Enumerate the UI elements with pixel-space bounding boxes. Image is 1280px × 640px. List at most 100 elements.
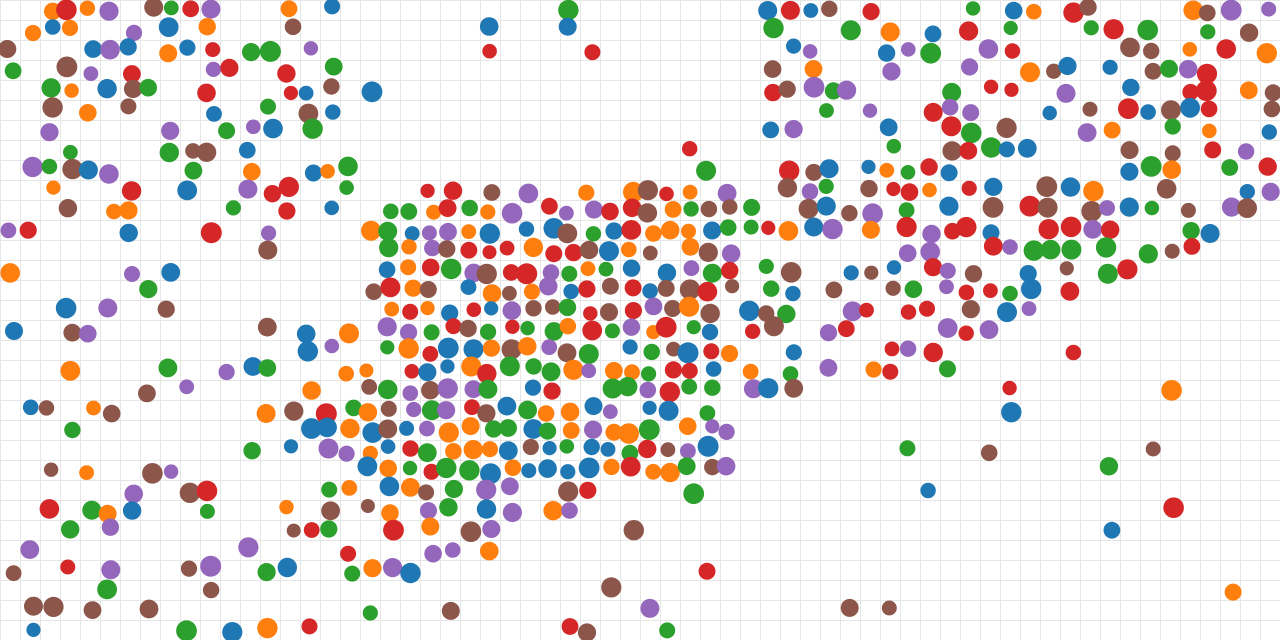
bubble <box>357 456 378 477</box>
bubble <box>877 44 896 62</box>
bubble <box>739 300 760 321</box>
bubble <box>97 79 117 99</box>
bubble <box>483 184 501 201</box>
bubble <box>703 221 722 240</box>
bubble <box>864 265 879 280</box>
bubble <box>163 464 179 479</box>
bubble <box>19 221 37 239</box>
bubble <box>225 200 241 216</box>
bubble <box>1042 105 1057 121</box>
bubble <box>119 201 138 220</box>
bubble <box>60 520 80 539</box>
bubble <box>383 558 403 578</box>
bubble <box>804 60 823 78</box>
bubble <box>122 65 141 83</box>
bubble <box>398 338 419 359</box>
bubble <box>1182 42 1198 57</box>
bubble <box>259 40 281 62</box>
bubble <box>379 238 399 258</box>
bubble <box>581 363 597 379</box>
bubble <box>439 222 457 241</box>
bubble <box>345 399 362 417</box>
bubble <box>518 183 539 204</box>
bubble <box>0 40 17 58</box>
bubble <box>939 360 956 378</box>
bubble <box>56 56 78 78</box>
bubble <box>579 240 599 260</box>
bubble <box>704 379 721 396</box>
bubble <box>304 164 322 182</box>
bubble <box>743 379 763 399</box>
bubble <box>138 384 156 403</box>
bubble <box>958 325 974 341</box>
bubble <box>498 441 518 461</box>
bubble <box>438 240 456 258</box>
bubble <box>424 544 442 563</box>
bubble <box>202 581 220 599</box>
bubble <box>758 1 778 20</box>
bubble <box>479 17 499 36</box>
bubble <box>624 302 643 320</box>
bubble <box>1156 179 1177 199</box>
bubble <box>256 404 276 423</box>
bubble <box>886 181 901 197</box>
bubble <box>179 39 196 56</box>
bubble <box>762 121 780 139</box>
bubble <box>743 198 761 216</box>
bubble <box>277 64 296 83</box>
bubble <box>1004 43 1021 59</box>
bubble <box>601 577 622 598</box>
bubble <box>161 121 180 140</box>
bubble <box>20 540 40 559</box>
bubble <box>578 184 595 201</box>
bubble <box>1122 78 1140 97</box>
bubble <box>1065 344 1082 361</box>
bubble <box>742 363 759 380</box>
bubble <box>83 66 99 81</box>
bubble <box>599 241 619 262</box>
bubble <box>1004 82 1019 97</box>
bubble <box>578 344 599 364</box>
bubble <box>1183 0 1203 21</box>
bubble <box>1020 62 1040 83</box>
bubble <box>782 366 799 382</box>
bubble <box>879 162 895 178</box>
bubble <box>459 319 477 338</box>
bubble <box>644 297 663 316</box>
bubble <box>1162 160 1181 179</box>
bubble <box>681 238 700 256</box>
bubble <box>965 1 981 16</box>
bubble <box>0 222 17 239</box>
bubble <box>459 460 480 481</box>
bubble <box>1138 244 1158 264</box>
bubble <box>205 42 221 58</box>
bubble <box>56 0 77 21</box>
bubble <box>436 457 457 479</box>
bubble <box>22 399 39 416</box>
bubble <box>325 104 341 120</box>
bubble <box>444 479 463 499</box>
bubble <box>645 225 662 242</box>
bubble <box>763 280 780 297</box>
bubble <box>541 197 558 215</box>
bubble <box>1145 441 1161 457</box>
bubble <box>657 279 675 297</box>
bubble <box>1264 84 1280 102</box>
bubble <box>802 44 818 59</box>
bubble <box>545 245 563 263</box>
bubble <box>900 165 916 180</box>
bubble <box>400 259 417 276</box>
bubble <box>584 44 601 61</box>
bubble <box>624 279 642 297</box>
bubble <box>41 158 58 175</box>
bubble <box>41 78 61 98</box>
bubble <box>605 423 623 441</box>
bubble <box>182 0 200 18</box>
bubble <box>882 62 901 81</box>
bubble <box>323 78 340 95</box>
bubble <box>380 400 397 417</box>
bubble <box>942 141 962 161</box>
bubble <box>119 223 138 243</box>
bubble <box>361 220 381 241</box>
